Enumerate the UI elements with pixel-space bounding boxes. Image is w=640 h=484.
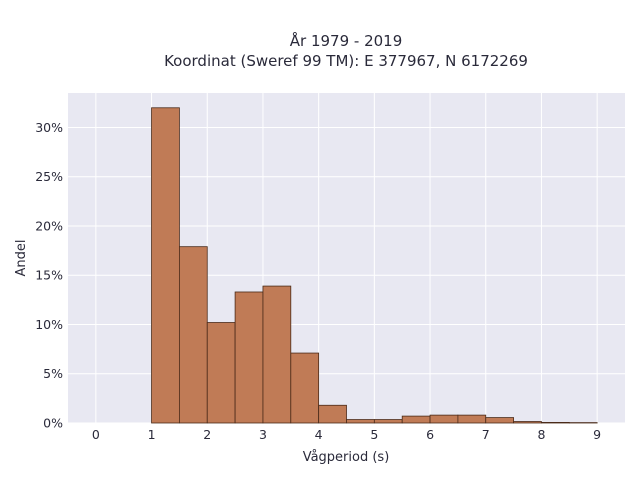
histogram-bar	[486, 418, 514, 423]
chart-title-line-1: År 1979 - 2019	[290, 31, 403, 50]
y-tick-label: 15%	[35, 268, 63, 283]
y-tick-label: 0%	[43, 416, 63, 431]
chart-title-line-2: Koordinat (Sweref 99 TM): E 377967, N 61…	[164, 52, 528, 70]
y-tick-label: 5%	[43, 366, 63, 381]
y-tick-label: 25%	[35, 169, 63, 184]
histogram-bar	[374, 420, 402, 423]
y-axis-label: Andel	[14, 240, 29, 277]
histogram-bar	[319, 405, 347, 423]
y-tick-label: 20%	[35, 218, 63, 233]
y-tick-label: 10%	[35, 317, 63, 332]
x-tick-label: 2	[203, 427, 211, 442]
histogram-bar	[402, 416, 430, 423]
histogram-bar	[152, 108, 180, 423]
x-tick-label: 0	[92, 427, 100, 442]
histogram-bar	[514, 422, 542, 423]
y-tick-label: 30%	[35, 120, 63, 135]
histogram-bar	[291, 353, 319, 423]
histogram-bar	[263, 286, 291, 423]
x-axis-ticks: 0 1 2 3 4 5 6 7 8 9	[92, 427, 601, 442]
histogram-bar	[347, 420, 375, 423]
histogram-bar	[179, 247, 207, 423]
x-axis-label: Vågperiod (s)	[303, 450, 390, 465]
histogram-bar	[207, 323, 235, 423]
x-tick-label: 4	[315, 427, 323, 442]
x-tick-label: 8	[537, 427, 545, 442]
x-tick-label: 1	[148, 427, 156, 442]
histogram-bar	[458, 415, 486, 423]
x-tick-label: 7	[482, 427, 490, 442]
histogram-bar	[541, 422, 569, 423]
x-tick-label: 9	[593, 427, 601, 442]
x-tick-label: 3	[259, 427, 267, 442]
x-tick-label: 6	[426, 427, 434, 442]
y-axis-ticks: 0% 5% 10% 15% 20% 25% 30%	[35, 120, 63, 431]
x-tick-label: 5	[370, 427, 378, 442]
histogram-bar	[430, 415, 458, 423]
histogram-bar	[235, 292, 263, 423]
